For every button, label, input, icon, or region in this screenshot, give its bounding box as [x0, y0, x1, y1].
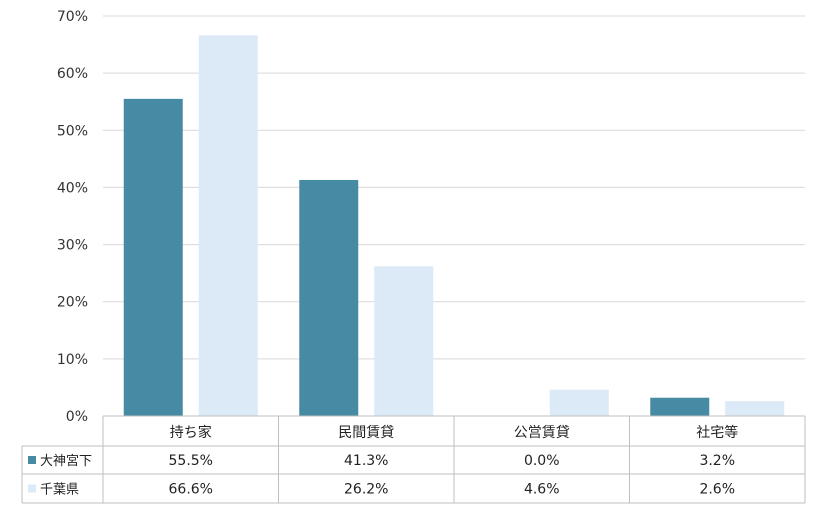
y-tick-label: 20% [57, 295, 88, 311]
bar [725, 401, 785, 416]
legend-label: 大神宮下 [40, 453, 92, 469]
bar [650, 397, 710, 416]
y-tick-label: 0% [66, 409, 88, 425]
y-tick-label: 70% [57, 9, 88, 25]
legend-swatch [28, 456, 36, 464]
legend-swatch [28, 484, 36, 493]
bar [549, 389, 609, 416]
data-label: 26.2% [344, 482, 388, 498]
bar [198, 35, 258, 417]
data-label: 55.5% [169, 453, 213, 469]
y-tick-label: 30% [57, 238, 88, 254]
y-tick-label: 60% [57, 66, 88, 82]
category-label: 公営賃貸 [514, 425, 570, 441]
y-tick-label: 50% [57, 123, 88, 139]
bar [374, 266, 434, 416]
category-label: 持ち家 [170, 424, 212, 441]
data-label: 3.2% [699, 453, 735, 469]
category-label: 社宅等 [696, 424, 738, 441]
y-tick-label: 40% [57, 180, 88, 196]
data-label: 0.0% [524, 453, 560, 469]
y-tick-label: 10% [57, 352, 88, 368]
data-label: 41.3% [344, 453, 388, 469]
category-label: 民間賃貸 [338, 425, 394, 441]
legend-label: 千葉県 [40, 483, 79, 498]
data-label: 4.6% [524, 482, 560, 498]
data-label: 2.6% [699, 482, 735, 498]
data-label: 66.6% [169, 482, 213, 498]
bar [123, 98, 183, 416]
bar [299, 180, 359, 416]
